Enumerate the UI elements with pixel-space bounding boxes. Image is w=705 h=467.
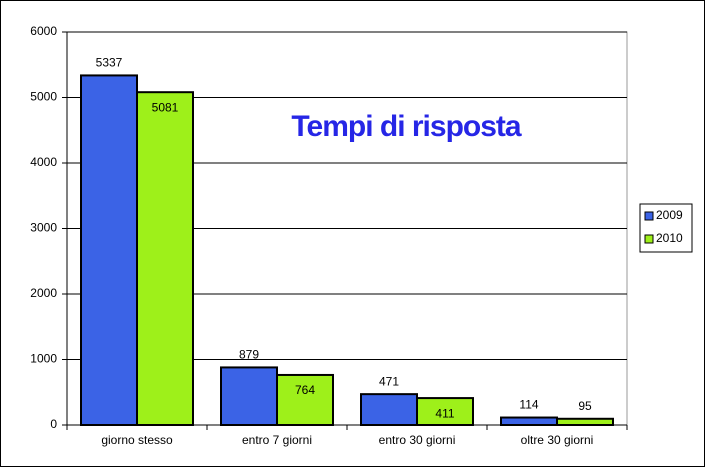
bar [360, 393, 418, 427]
legend: 2009 2010 [644, 208, 683, 245]
y-tick-label: 6000 [30, 24, 57, 38]
bar [556, 417, 614, 426]
legend-swatch [644, 234, 654, 244]
bar [80, 74, 138, 426]
bar [136, 91, 194, 427]
x-tick-label: giorno stesso [101, 433, 173, 447]
value-label: 95 [578, 399, 592, 413]
value-label: 5081 [152, 100, 179, 114]
bars: 5337 5081 879 764 471 411 114 95 [80, 56, 614, 427]
bar [220, 366, 278, 427]
bar [500, 416, 558, 426]
value-label: 879 [239, 348, 259, 362]
value-label: 114 [519, 398, 538, 412]
value-label: 471 [379, 374, 399, 388]
x-tick-label: entro 30 giorni [379, 433, 456, 447]
value-label: 764 [295, 383, 315, 397]
chart-title: Tempi di risposta [291, 110, 521, 143]
y-tick-label: 3000 [30, 221, 57, 235]
bar [416, 397, 474, 426]
y-tick-label: 5000 [30, 90, 57, 104]
legend-label: 2009 [656, 208, 683, 222]
y-tick-label: 4000 [30, 155, 57, 169]
y-tick-label: 1000 [30, 352, 57, 366]
legend-label: 2010 [656, 231, 683, 245]
y-tick-label: 2000 [30, 286, 57, 300]
y-tick-label: 0 [50, 417, 57, 431]
x-tick-label: oltre 30 giorni [521, 433, 594, 447]
bar [276, 373, 334, 427]
x-tick-label: entro 7 giorni [242, 433, 312, 447]
value-label: 5337 [96, 56, 123, 70]
value-label: 411 [435, 406, 454, 420]
legend-swatch [644, 211, 654, 221]
